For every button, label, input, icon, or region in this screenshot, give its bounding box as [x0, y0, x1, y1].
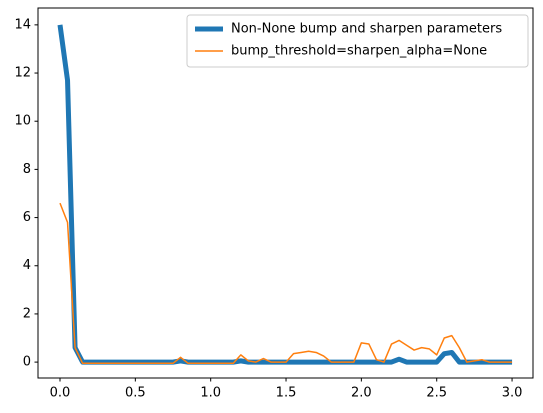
- y-tick-label: 6: [23, 210, 31, 225]
- x-tick-label: 1.5: [276, 386, 297, 401]
- x-tick-label: 1.0: [200, 386, 221, 401]
- line-series: [59, 202, 513, 365]
- x-tick-label: 2.0: [351, 386, 372, 401]
- y-tick-label: 4: [23, 258, 31, 273]
- legend-label: bump_threshold=sharpen_alpha=None: [231, 44, 487, 59]
- legend-box: [186, 14, 529, 68]
- y-tick-label: 0: [23, 355, 31, 370]
- y-tick-label: 2: [23, 306, 31, 321]
- x-tick-label: 0.5: [125, 386, 146, 401]
- x-tick-label: 3.0: [502, 386, 523, 401]
- line-series: [57, 24, 513, 365]
- axes-frame: [37, 7, 534, 379]
- y-tick-label: 14: [14, 17, 31, 32]
- y-tick-label: 12: [14, 66, 31, 81]
- x-tick-label: 2.5: [426, 386, 447, 401]
- y-tick-label: 10: [14, 114, 31, 129]
- x-tick-label: 0.0: [50, 386, 71, 401]
- legend-label: Non-None bump and sharpen parameters: [231, 22, 502, 37]
- y-tick-label: 8: [23, 162, 31, 177]
